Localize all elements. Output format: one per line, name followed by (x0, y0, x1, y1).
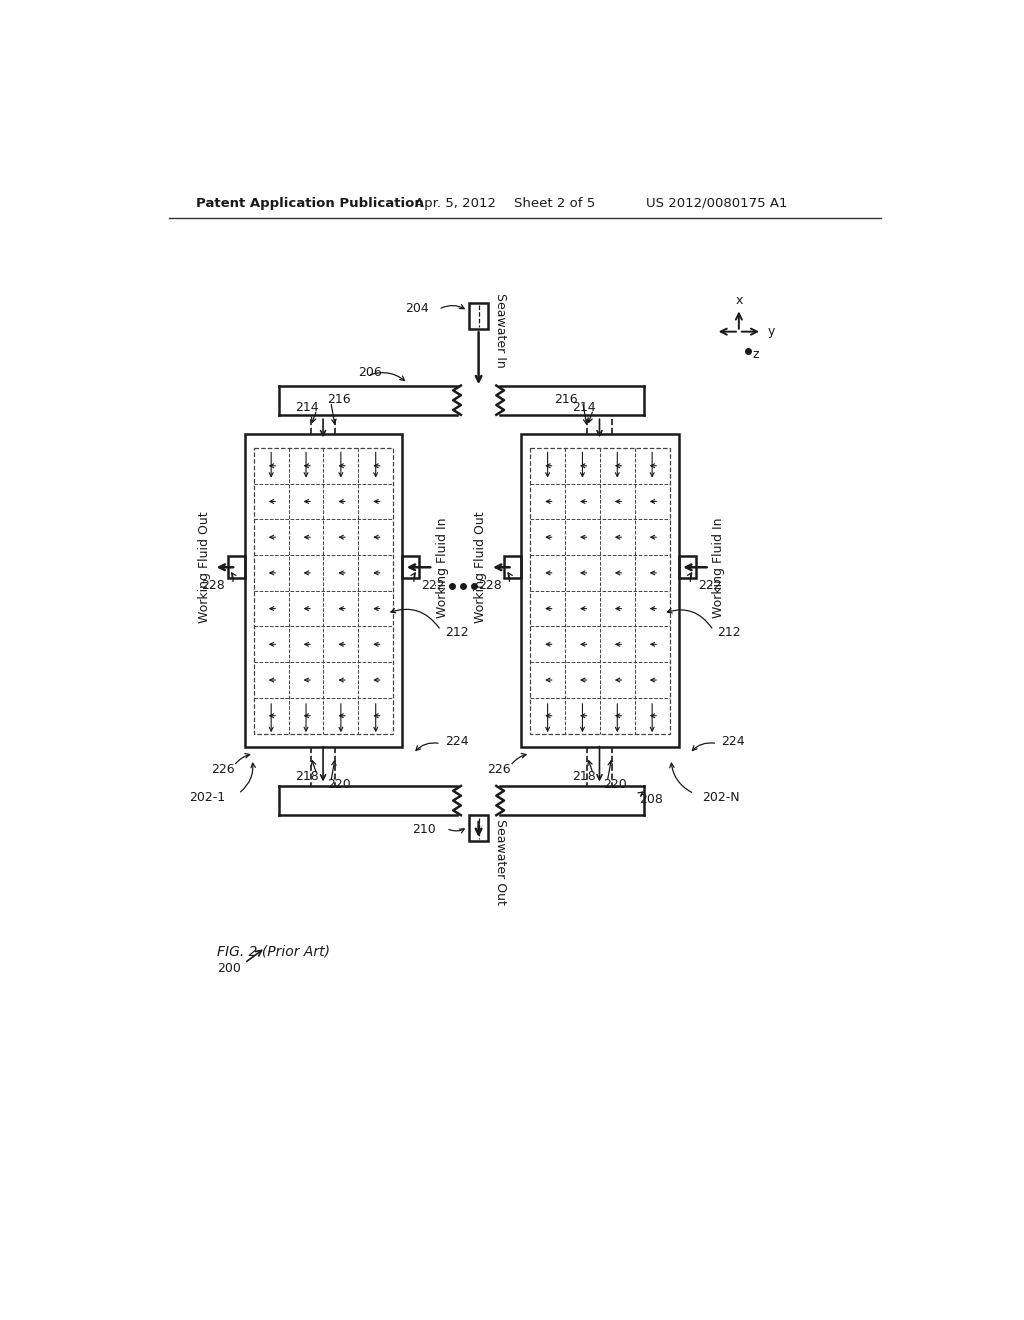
Text: 228: 228 (202, 579, 225, 593)
Text: z: z (753, 348, 759, 362)
Bar (402, 557, 419, 578)
Bar (504, 557, 521, 578)
Text: 216: 216 (554, 393, 578, 407)
Text: 202-1: 202-1 (189, 791, 225, 804)
Text: y: y (768, 325, 775, 338)
Bar (469, 816, 487, 841)
Text: 214: 214 (296, 400, 319, 413)
Text: 208: 208 (639, 792, 663, 805)
Text: 206: 206 (357, 366, 382, 379)
Text: 220: 220 (327, 777, 350, 791)
Text: 224: 224 (444, 735, 468, 748)
Bar (254, 447, 393, 734)
Text: 216: 216 (327, 393, 350, 407)
Text: Working Fluid In: Working Fluid In (436, 517, 449, 618)
Bar (521, 434, 679, 747)
Text: Working Fluid In: Working Fluid In (713, 517, 725, 618)
Text: US 2012/0080175 A1: US 2012/0080175 A1 (646, 197, 787, 210)
Bar (530, 447, 670, 734)
Text: 222: 222 (698, 579, 722, 593)
Text: 218: 218 (571, 770, 596, 783)
Text: Seawater Out: Seawater Out (494, 818, 507, 906)
Text: 212: 212 (444, 626, 468, 639)
Text: 220: 220 (603, 777, 627, 791)
Text: Patent Application Publication: Patent Application Publication (196, 197, 424, 210)
Text: Sheet 2 of 5: Sheet 2 of 5 (514, 197, 595, 210)
Text: Working Fluid Out: Working Fluid Out (198, 511, 211, 623)
Text: Working Fluid Out: Working Fluid Out (474, 511, 487, 623)
Text: 226: 226 (487, 763, 511, 776)
Bar (245, 434, 402, 747)
Text: x: x (735, 294, 742, 308)
Text: 214: 214 (572, 400, 596, 413)
Text: Apr. 5, 2012: Apr. 5, 2012 (416, 197, 497, 210)
Text: 202-N: 202-N (701, 791, 739, 804)
Text: 226: 226 (211, 763, 234, 776)
Text: 228: 228 (478, 579, 502, 593)
Bar (227, 557, 245, 578)
Text: 204: 204 (404, 302, 429, 315)
Bar (679, 557, 695, 578)
Text: 212: 212 (717, 626, 741, 639)
Text: 200: 200 (217, 962, 241, 975)
Text: 224: 224 (721, 735, 744, 748)
Text: Seawater In: Seawater In (494, 293, 507, 368)
Text: 210: 210 (413, 822, 436, 836)
Text: 222: 222 (422, 579, 445, 593)
Text: FIG. 2 (Prior Art): FIG. 2 (Prior Art) (217, 945, 330, 958)
Text: 218: 218 (296, 770, 319, 783)
Bar (469, 304, 487, 330)
